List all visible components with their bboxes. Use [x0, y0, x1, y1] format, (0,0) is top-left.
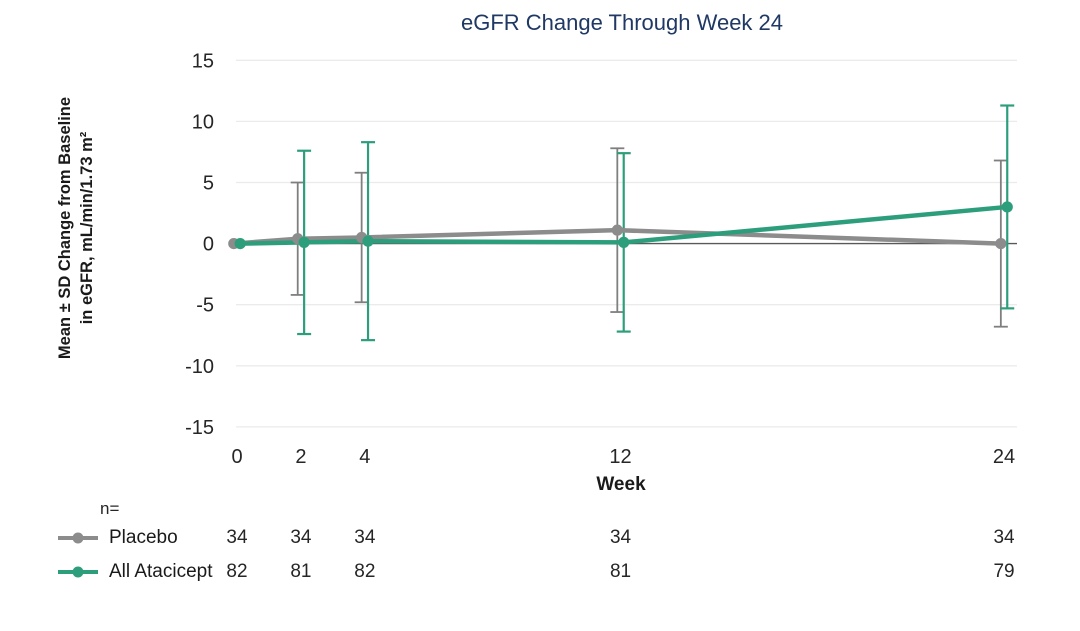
y-tick-label: 0: [203, 234, 214, 256]
legend-row-placebo: Placebo: [56, 526, 178, 550]
data-point-placebo: [995, 238, 1007, 250]
x-axis-label: Week: [596, 474, 646, 495]
y-tick-label: 5: [203, 173, 214, 195]
n-count: 34: [226, 527, 248, 548]
x-tick-label: 0: [231, 446, 242, 468]
y-axis-label-line1: Mean ± SD Change from Baseline: [56, 96, 74, 360]
x-tick-label: 12: [609, 446, 631, 468]
data-point-all-atacicept: [618, 236, 630, 248]
y-axis-label-line2: in eGFR, mL/min/1.73 m²: [78, 131, 96, 325]
legend-label: All Atacicept: [109, 561, 213, 582]
n-count: 34: [609, 527, 632, 548]
n-count: 79: [993, 561, 1015, 582]
data-point-all-atacicept: [1001, 201, 1013, 213]
data-point-all-atacicept: [234, 238, 246, 250]
legend-marker-dot: [72, 532, 84, 544]
chart-title: eGFR Change Through Week 24: [460, 10, 784, 35]
y-tick-label: 15: [192, 50, 214, 72]
y-axis-label: Mean ± SD Change from Baseline in eGFR, …: [54, 28, 100, 428]
y-tick-label: 10: [192, 111, 214, 133]
y-tick-label: -10: [185, 356, 214, 378]
data-point-all-atacicept: [298, 236, 310, 248]
n-table-header: n=: [100, 499, 120, 518]
n-count: 81: [290, 561, 312, 582]
x-tick-label: 2: [295, 446, 306, 468]
x-tick-label: 4: [359, 446, 370, 468]
legend-marker-icon: [58, 532, 98, 544]
x-tick-label: 24: [993, 446, 1015, 468]
n-count: 82: [226, 561, 248, 582]
data-point-all-atacicept: [362, 235, 374, 247]
n-count: 34: [993, 527, 1015, 548]
n-count: 81: [609, 561, 632, 582]
n-count: 82: [354, 561, 376, 582]
data-point-placebo: [611, 224, 623, 236]
n-count: 34: [354, 527, 376, 548]
legend-marker-icon: [58, 566, 98, 578]
legend-row-all-atacicept: All Atacicept: [56, 560, 213, 584]
legend-marker-dot: [72, 566, 84, 578]
y-tick-label: -15: [185, 417, 214, 439]
legend-label: Placebo: [109, 527, 178, 548]
n-count: 34: [290, 527, 312, 548]
y-tick-label: -5: [196, 295, 214, 317]
